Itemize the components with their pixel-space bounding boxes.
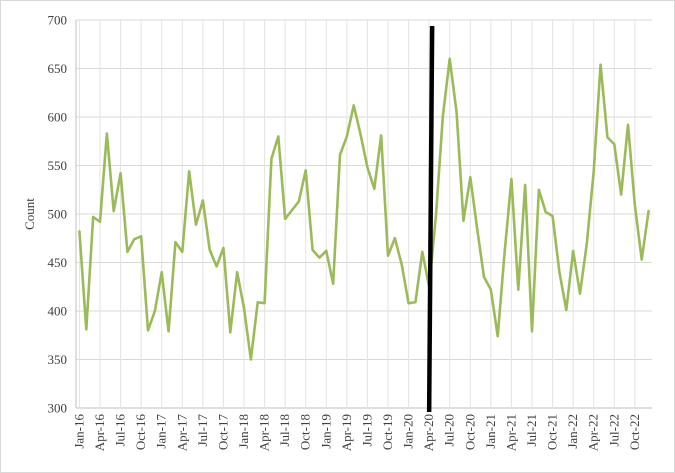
x-tick-label: Oct-16: [133, 414, 148, 451]
reference-line: [426, 25, 435, 413]
x-tick-label: Jul-16: [113, 414, 128, 447]
x-tick-label: Oct-17: [215, 414, 230, 451]
x-tick-label: Jan-22: [565, 414, 580, 449]
series-group: [78, 57, 650, 361]
y-axis-title: Count: [22, 198, 37, 230]
x-tick-label: Apr-19: [339, 414, 354, 451]
x-tick-label: Oct-21: [545, 414, 560, 450]
x-tick-label: Apr-17: [174, 414, 189, 452]
y-tick-label: 600: [48, 110, 68, 125]
x-tick-label: Oct-18: [298, 414, 313, 450]
x-tick-label: Apr-16: [92, 414, 107, 452]
x-tick-label: Apr-18: [257, 414, 272, 451]
y-tick-label: 450: [48, 255, 68, 270]
x-tick-label: Jul-17: [195, 414, 210, 447]
x-tick-label: Jul-18: [277, 414, 292, 447]
reference-line-group: [426, 25, 435, 413]
y-tick-label: 500: [48, 207, 68, 222]
x-tick-label: Apr-22: [586, 414, 601, 451]
x-tick-label: Jul-21: [524, 414, 539, 447]
x-tick-label: Jan-20: [401, 414, 416, 449]
gridlines: [75, 19, 652, 409]
x-tick-label: Jan-21: [483, 414, 498, 449]
x-tick-label: Apr-20: [421, 414, 436, 451]
y-tick-label: 300: [48, 401, 68, 416]
y-tick-label: 650: [48, 61, 68, 76]
y-tick-labels: 300 350 400 450 500 550 600 650 700: [48, 13, 68, 416]
x-tick-label: Jul-19: [359, 414, 374, 447]
x-tick-label: Jan-16: [71, 414, 86, 449]
x-tick-label: Oct-22: [627, 414, 642, 450]
y-tick-label: 700: [48, 13, 68, 28]
x-tick-label: Apr-21: [503, 414, 518, 451]
y-tick-label: 350: [48, 352, 68, 367]
x-tick-label: Jan-19: [318, 414, 333, 449]
x-tick-label: Jan-17: [154, 414, 169, 449]
x-tick-label: Jan-18: [236, 414, 251, 449]
x-tick-label: Oct-19: [380, 414, 395, 450]
x-tick-labels: Jan-16 Apr-16 Jul-16 Oct-16 Jan-17 Apr-17 Jul-…: [71, 414, 641, 452]
y-tick-label: 400: [48, 304, 68, 319]
series-line: [78, 57, 650, 361]
x-tick-label: Jul-20: [442, 414, 457, 447]
x-tick-label: Jul-22: [606, 414, 621, 447]
x-tick-label: Oct-20: [462, 414, 477, 450]
y-tick-label: 550: [48, 158, 68, 173]
